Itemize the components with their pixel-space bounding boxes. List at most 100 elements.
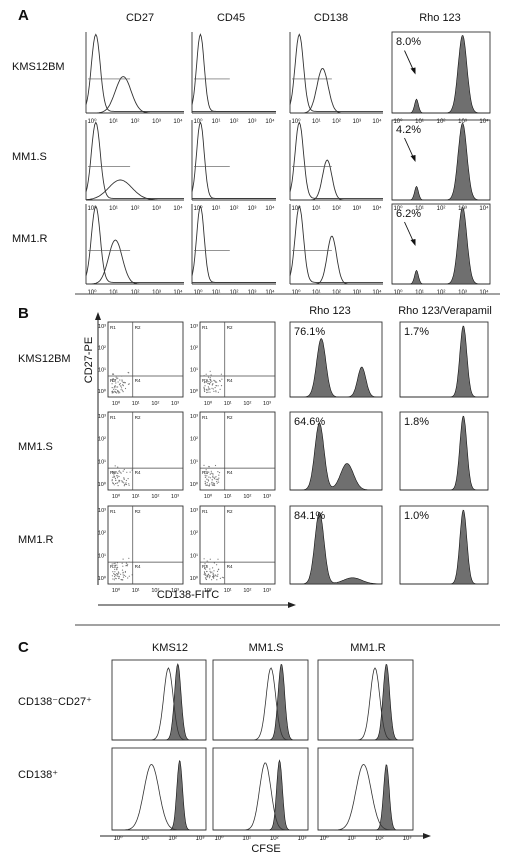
panel-b-r1-dot1-dot [209, 473, 211, 475]
panel-b-r0-hist0-hist [290, 338, 382, 398]
panel-c-r1-c0-open-hist [112, 763, 206, 831]
panel-c-plots: 10⁰ 10¹ 10² 10³ 10⁰ 10¹ 10² 10³ 10⁰ 10¹ 10² 10³ [100, 659, 431, 842]
panel-a-r0-c3-rho-hist [392, 35, 490, 114]
panel-a-r2-c0-tick-1: 10¹ [109, 290, 118, 296]
panel-b-r2-dot0-dot [117, 571, 119, 573]
panel-b-r0-dot0-frame [107, 321, 184, 398]
panel-b-r1-dot1-dot [211, 479, 213, 481]
panel-b-r0-dot0-dot [120, 385, 122, 387]
panel-b-r1-dot1-dot [216, 480, 218, 483]
panel-b-r1-dot1-dot [217, 478, 219, 480]
panel-b-r2-dot1-dot [213, 577, 215, 579]
panel-c-r1-c1-tick-3: 10³ [298, 836, 307, 842]
panel-b-plots: R1 R2 R3 R4 10⁰ 10⁰ 10¹ 10¹ 10² 10² 10³ 10³ R1 R2 R3 R4… [95, 312, 489, 608]
panel-b-r0-dot1-quad-label-1: R2 [227, 325, 233, 330]
panel-b-r1-dot0-frame [107, 411, 184, 491]
panel-b-r1-dot1-dot [214, 476, 216, 478]
panel-b-r2-dot0-dot [113, 563, 115, 565]
panel-b-r2-dot0-quad-label-3: R4 [135, 564, 141, 569]
panel-b-r1-dot0-dot [123, 468, 125, 471]
panel-a-r2-c0-stain-hist [86, 239, 184, 285]
panel-b-r2-dot0-xtick-2: 10² [151, 588, 159, 594]
panel-b-r2-dot1-dot [203, 573, 205, 576]
panel-a-col-rho123: Rho 123 [419, 12, 461, 24]
panel-a-r1-c1-tick-4: 10⁴ [265, 205, 275, 212]
panel-b-r2-dot0-dot [131, 574, 133, 576]
panel-b-r1-dot1-dot [212, 474, 214, 476]
panel-b-r0-dot0-dot [113, 387, 115, 389]
panel-b-r0-dot0-dot [121, 380, 123, 382]
panel-b-r1-dot1-dot [212, 476, 214, 479]
panel-b-r0-dot1-xtick-1: 10¹ [224, 401, 232, 407]
panel-a-r1-c3-tick-4: 10⁴ [479, 205, 489, 212]
panel-a-r2-c0-control-hist [85, 205, 184, 283]
panel-a-r2-c3-arrowhead [410, 239, 416, 246]
panel-b-r0-dot0-ytick-1: 10¹ [98, 367, 106, 373]
panel-b-r1-dot0-dot [114, 465, 116, 467]
panel-b-r1-dot1-dot [213, 482, 215, 485]
panel-a-r1-c1-tick-1: 10¹ [212, 206, 221, 212]
panel-b-r0-dot0-quad-label-1: R2 [135, 325, 141, 330]
panel-a-r1-c2-tick-1: 10¹ [312, 206, 321, 212]
panel-b-r0-dot0-dot [117, 381, 119, 383]
panel-a-row-mm1r: MM1.R [12, 233, 48, 245]
panel-b-r2-dot1-dot [209, 558, 211, 560]
panel-b-r2-dot0-dot [114, 571, 116, 573]
panel-b-r2-dot1-dot [208, 573, 210, 575]
panel-b-r1-dot0-dot [125, 483, 128, 486]
panel-b-r0-dot0-dot [114, 391, 116, 393]
panel-b-r0-dot0-dot [111, 383, 113, 385]
panel-b-r0-dot1-dot [212, 388, 214, 390]
panel-b-r1-dot1-dot [206, 478, 208, 480]
panel-a-r0-c0-tick-4: 10⁴ [173, 118, 183, 125]
panel-b-r0-dot1-xtick-2: 10² [243, 401, 251, 407]
panel-b-r2-dot1-ytick-2: 10² [190, 531, 198, 537]
panel-b-r1-dot0-dot [118, 475, 120, 478]
panel-b-r0-dot1-xtick-3: 10³ [263, 401, 271, 407]
panel-b-r1-dot1-dot [218, 472, 221, 474]
panel-c-col-kms12: KMS12 [152, 642, 188, 654]
panel-b-r0-dot0-xtick-2: 10² [151, 401, 159, 407]
panel-a-r2-c0-tick-0: 10⁰ [87, 289, 97, 296]
panel-b-r0-dot1-ytick-3: 10³ [190, 324, 198, 330]
panel-b-label: B [18, 305, 29, 322]
panel-b-r2-dot1-dot [206, 576, 208, 578]
panel-b-r0-dot1-quad-label-0: R1 [202, 325, 208, 330]
panel-b-x-arrowhead [288, 602, 296, 608]
panel-b-r2-dot0-dot [117, 566, 119, 569]
panel-b-r1-dot0-ytick-0: 10⁰ [98, 481, 107, 488]
panel-a-r2-c1-tick-1: 10¹ [212, 290, 221, 296]
panel-c-col-mm1s: MM1.S [249, 642, 284, 654]
panel-b-r1-dot1-dot [209, 477, 212, 479]
panel-b-r0-dot1-ytick-0: 10⁰ [190, 388, 199, 395]
panel-b-r1-dot1-dot [218, 477, 220, 479]
panel-b-r2-dot0-dot [122, 574, 124, 576]
panel-b-r1-hist0-percent: 64.6% [294, 416, 325, 428]
panel-b-r0-dot0-dot [117, 390, 119, 392]
panel-b-r0-dot1-dot [210, 379, 212, 381]
panel-b-r2-dot0-dot [114, 574, 116, 576]
panel-b-r1-dot1-xtick-0: 10⁰ [204, 493, 213, 500]
panel-b-r0-dot0-dot [115, 382, 117, 384]
panel-b-r0-dot0-dot [118, 384, 121, 386]
panel-b-r1-dot0-dot [121, 480, 123, 482]
panel-b-r0-dot0-dot [112, 392, 114, 394]
panel-a-r1-c2-control-hist [289, 121, 383, 199]
panel-b-r0-dot0-quad-label-2: R3 [110, 378, 116, 383]
panel-b-r0-dot1-dot [209, 370, 211, 372]
panel-b-r2-dot0-dot [121, 562, 123, 564]
panel-b-r0-dot1-dot [205, 373, 207, 375]
panel-c-r1-c2-tick-2: 10² [375, 836, 384, 842]
panel-c-r0-c1-open-hist [213, 667, 308, 741]
panel-b-r0-dot1-dot [210, 381, 212, 383]
panel-b-r0-dot1-dot [203, 375, 205, 377]
panel-a-r0-c3-tick-2: 10² [437, 119, 446, 125]
panel-b-r1-dot1-dot [216, 482, 218, 484]
panel-b-r2-dot1-dot [212, 567, 214, 569]
panel-c-r1-c2-tick-0: 10⁰ [319, 835, 329, 842]
panel-b-r0-dot1-dot [209, 377, 211, 379]
panel-b-r1-dot0-dot [120, 472, 122, 474]
panel-a-r1-c0-tick-1: 10¹ [109, 206, 118, 212]
panel-b-r0-dot0-dot [119, 382, 121, 385]
